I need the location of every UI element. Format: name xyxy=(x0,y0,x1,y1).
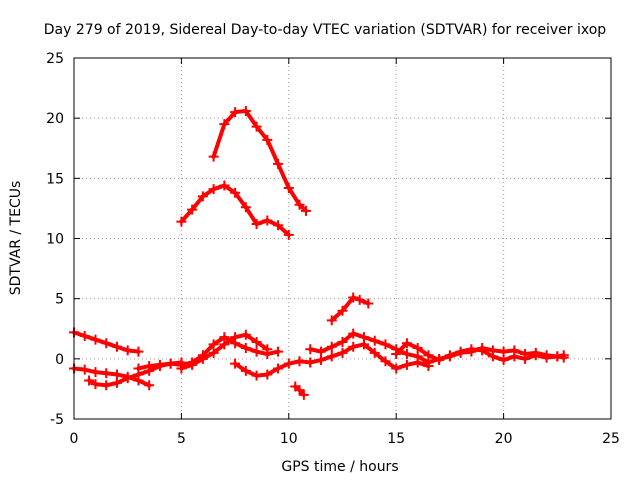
series-segment xyxy=(372,350,388,364)
series-track-a xyxy=(69,327,144,357)
x-tick-label: 25 xyxy=(602,431,620,447)
series-track-i xyxy=(208,105,311,216)
y-tick-label: 10 xyxy=(46,232,64,248)
y-tick-label: -5 xyxy=(50,412,64,428)
series-segment xyxy=(394,341,409,357)
series-segment xyxy=(340,331,356,344)
chart-title: Day 279 of 2019, Sidereal Day-to-day VTE… xyxy=(44,22,607,38)
series-segment xyxy=(340,344,356,355)
data-point xyxy=(423,361,434,372)
series-track-h xyxy=(176,180,294,240)
y-tick-label: 25 xyxy=(46,51,64,67)
series-segment xyxy=(211,342,227,355)
series-track-f xyxy=(230,356,316,381)
series-segment xyxy=(265,137,281,166)
series-segment xyxy=(415,346,431,358)
series-segment xyxy=(265,366,281,377)
series-segment xyxy=(361,342,377,355)
x-tick-label: 10 xyxy=(280,431,298,447)
series-segment xyxy=(222,110,238,127)
series-segment xyxy=(200,350,216,361)
data-point xyxy=(144,380,155,391)
data-point xyxy=(300,205,311,216)
y-tick-label: 15 xyxy=(46,171,64,187)
series-segment xyxy=(276,223,291,237)
series-track-m xyxy=(326,292,374,326)
series-segment xyxy=(254,124,270,142)
series-segment xyxy=(179,207,195,224)
series-segment xyxy=(243,108,259,129)
y-tick-label: 5 xyxy=(55,292,64,308)
series-segment xyxy=(297,202,308,213)
series-track-e xyxy=(176,329,273,374)
series-track-l xyxy=(391,338,569,366)
series-segment xyxy=(233,361,248,373)
series-track-j xyxy=(305,328,569,368)
x-tick-label: 0 xyxy=(70,431,79,447)
series-segment xyxy=(211,122,227,159)
series-segment xyxy=(243,205,259,227)
data-point xyxy=(283,229,294,240)
series-segment xyxy=(243,332,259,344)
x-tick-label: 15 xyxy=(387,431,405,447)
series-track-g xyxy=(290,381,309,400)
x-tick-label: 20 xyxy=(495,431,513,447)
x-axis-label: GPS time / hours xyxy=(281,459,398,475)
y-tick-label: 0 xyxy=(55,352,64,368)
series-segment xyxy=(340,295,356,313)
series-segment xyxy=(329,308,345,323)
series-segment xyxy=(211,335,227,347)
tick-labels: 0 5 10 15 20 25 -5 0 5 10 15 20 25 xyxy=(46,51,620,447)
data-point xyxy=(363,298,374,309)
series-segment xyxy=(254,339,270,352)
y-axis-label: SDTVAR / TECUs xyxy=(8,181,24,296)
data-point xyxy=(133,346,144,357)
data-point xyxy=(273,346,284,357)
y-tick-label: 20 xyxy=(46,111,64,127)
series-segment xyxy=(222,335,238,347)
series-segment xyxy=(222,183,238,195)
series-segment xyxy=(480,348,495,359)
x-tick-label: 5 xyxy=(177,431,186,447)
data-point xyxy=(262,344,273,355)
series-segment xyxy=(200,342,216,358)
series-track-k xyxy=(305,339,434,374)
series-segment xyxy=(286,185,302,207)
data-point xyxy=(558,352,569,363)
plot-frame xyxy=(73,57,612,420)
series-segment xyxy=(233,190,248,210)
series-track-b xyxy=(69,363,155,391)
series-segment xyxy=(415,354,431,365)
series-segment xyxy=(200,187,216,199)
series-segment xyxy=(276,161,291,190)
grid-lines xyxy=(74,58,611,419)
series-segment xyxy=(190,356,205,367)
data-points xyxy=(69,105,569,400)
series-segment xyxy=(190,353,205,365)
series-segment xyxy=(383,359,399,371)
series-track-d xyxy=(133,332,284,374)
data-point xyxy=(298,389,309,400)
series-segment xyxy=(190,194,205,212)
